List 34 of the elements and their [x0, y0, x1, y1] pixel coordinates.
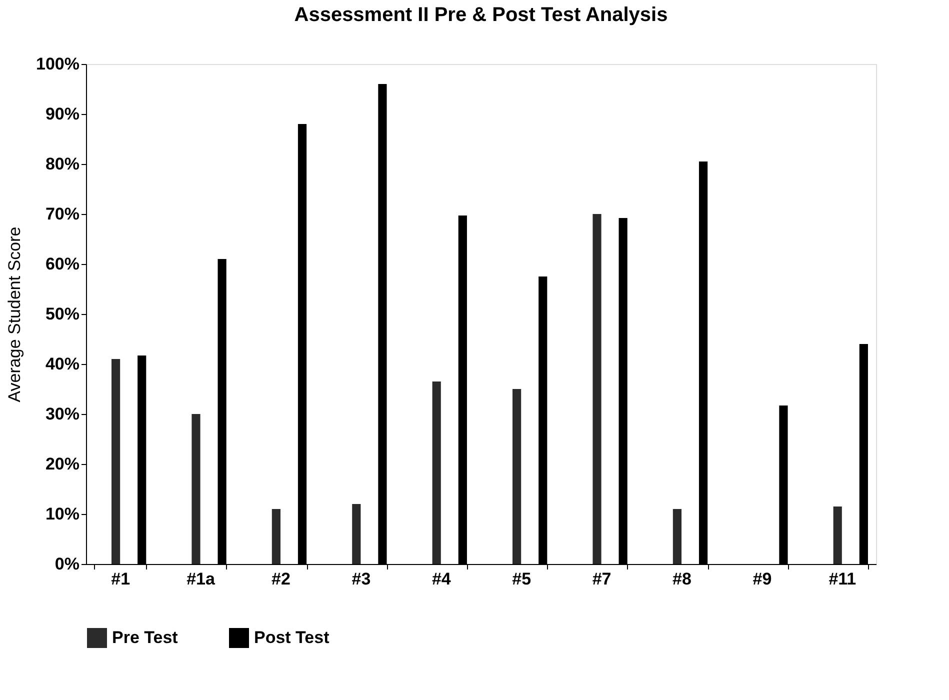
x-tick-label: #7 — [592, 570, 612, 588]
x-tick-label: #1 — [111, 570, 130, 588]
legend-label: Post Test — [254, 628, 330, 647]
chart-title: Assessment II Pre & Post Test Analysis — [294, 4, 668, 26]
bar — [352, 504, 361, 564]
y-tick-label: 20% — [45, 454, 80, 474]
x-tick-label: #2 — [272, 570, 290, 588]
bar — [672, 509, 682, 564]
y-axis-title: Average Student Score — [5, 226, 24, 402]
legend-label: Pre Test — [112, 628, 178, 647]
bar — [592, 214, 602, 564]
x-tick-label: #11 — [828, 570, 856, 588]
x-tick-label: #9 — [752, 570, 772, 588]
y-tick-label: 10% — [45, 504, 80, 524]
y-tick-label: 80% — [45, 154, 80, 174]
y-tick-label: 50% — [45, 304, 80, 324]
x-tick-label: #5 — [512, 570, 532, 588]
bar — [512, 389, 522, 564]
y-tick-label: 30% — [45, 404, 80, 424]
y-tick-label: 40% — [45, 354, 80, 374]
x-tick-label: #8 — [672, 570, 692, 588]
x-tick-label: #1a — [186, 570, 216, 588]
x-tick-label: #4 — [432, 570, 452, 588]
bar — [833, 506, 842, 564]
bar — [272, 509, 280, 564]
bar — [432, 382, 441, 564]
bar — [111, 359, 120, 564]
y-tick-label: 90% — [45, 104, 80, 124]
y-tick-label: 60% — [45, 254, 80, 274]
x-tick-label: #3 — [352, 570, 371, 588]
y-tick-label: 0% — [54, 554, 80, 574]
bar — [192, 414, 200, 564]
y-tick-label: 70% — [45, 204, 80, 224]
y-tick-label: 100% — [36, 54, 80, 74]
